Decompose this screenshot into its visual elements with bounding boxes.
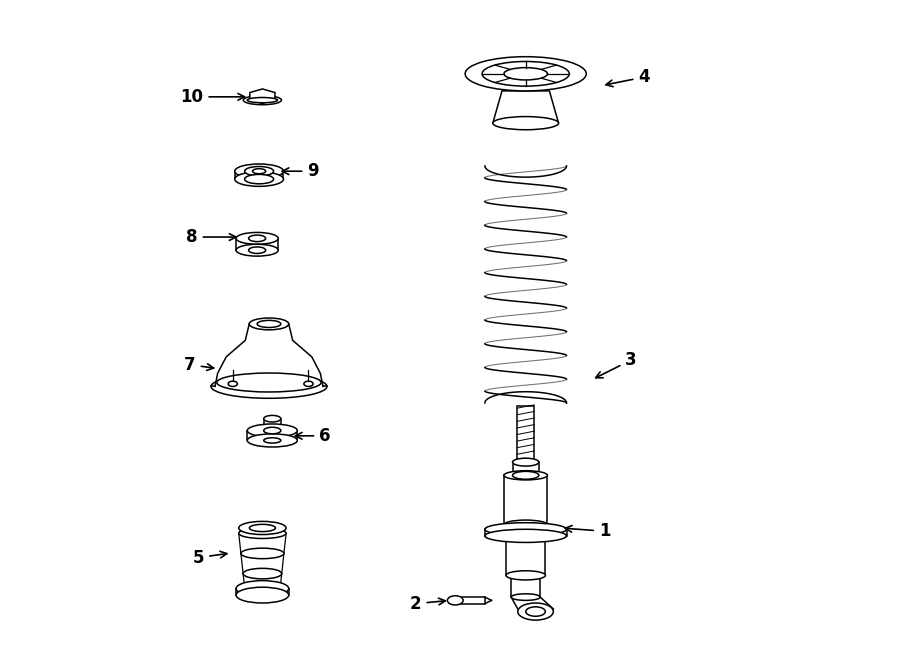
Ellipse shape: [257, 321, 281, 327]
Ellipse shape: [512, 471, 539, 479]
Ellipse shape: [236, 233, 278, 245]
Text: 1: 1: [565, 522, 610, 540]
Ellipse shape: [248, 235, 266, 242]
Ellipse shape: [246, 588, 280, 599]
Ellipse shape: [248, 424, 297, 437]
Ellipse shape: [236, 580, 289, 596]
Ellipse shape: [245, 175, 274, 184]
Ellipse shape: [506, 570, 545, 580]
Bar: [506, 536, 545, 575]
Ellipse shape: [248, 434, 297, 447]
Ellipse shape: [253, 169, 266, 174]
Ellipse shape: [229, 381, 238, 387]
Ellipse shape: [249, 524, 275, 531]
Ellipse shape: [264, 427, 281, 434]
Ellipse shape: [447, 596, 464, 605]
Ellipse shape: [249, 318, 289, 330]
Ellipse shape: [485, 523, 566, 536]
Text: 5: 5: [193, 549, 227, 566]
Ellipse shape: [248, 247, 266, 253]
Bar: [511, 575, 540, 597]
Text: 8: 8: [186, 228, 236, 246]
Ellipse shape: [264, 438, 281, 443]
Ellipse shape: [465, 57, 586, 91]
Ellipse shape: [264, 415, 281, 422]
Ellipse shape: [235, 172, 284, 186]
Ellipse shape: [504, 67, 547, 80]
Bar: [504, 475, 547, 525]
Bar: [264, 418, 281, 430]
Ellipse shape: [238, 528, 286, 539]
Bar: [512, 462, 539, 475]
Ellipse shape: [518, 603, 554, 620]
Ellipse shape: [504, 471, 547, 480]
Text: 6: 6: [295, 427, 330, 445]
Ellipse shape: [248, 97, 277, 102]
Bar: [455, 597, 485, 603]
Ellipse shape: [506, 531, 545, 541]
Text: 2: 2: [410, 595, 446, 613]
Ellipse shape: [235, 164, 284, 178]
Ellipse shape: [212, 375, 327, 399]
Ellipse shape: [217, 373, 321, 392]
Ellipse shape: [485, 529, 566, 543]
Ellipse shape: [512, 458, 539, 466]
Text: 9: 9: [283, 162, 319, 180]
Text: 4: 4: [606, 68, 650, 87]
Ellipse shape: [482, 61, 570, 86]
Ellipse shape: [304, 381, 313, 387]
Ellipse shape: [511, 594, 540, 600]
Text: 10: 10: [181, 88, 245, 106]
Ellipse shape: [504, 520, 547, 529]
Polygon shape: [493, 91, 559, 123]
Ellipse shape: [243, 96, 282, 104]
Ellipse shape: [243, 568, 282, 579]
Ellipse shape: [236, 587, 289, 603]
Ellipse shape: [241, 548, 284, 559]
Ellipse shape: [238, 522, 286, 535]
Ellipse shape: [236, 245, 278, 256]
Ellipse shape: [493, 116, 559, 130]
Polygon shape: [250, 89, 274, 103]
Text: 3: 3: [596, 351, 637, 378]
Bar: [518, 407, 535, 459]
Ellipse shape: [526, 607, 545, 616]
Text: 7: 7: [184, 356, 213, 373]
Ellipse shape: [245, 167, 274, 176]
